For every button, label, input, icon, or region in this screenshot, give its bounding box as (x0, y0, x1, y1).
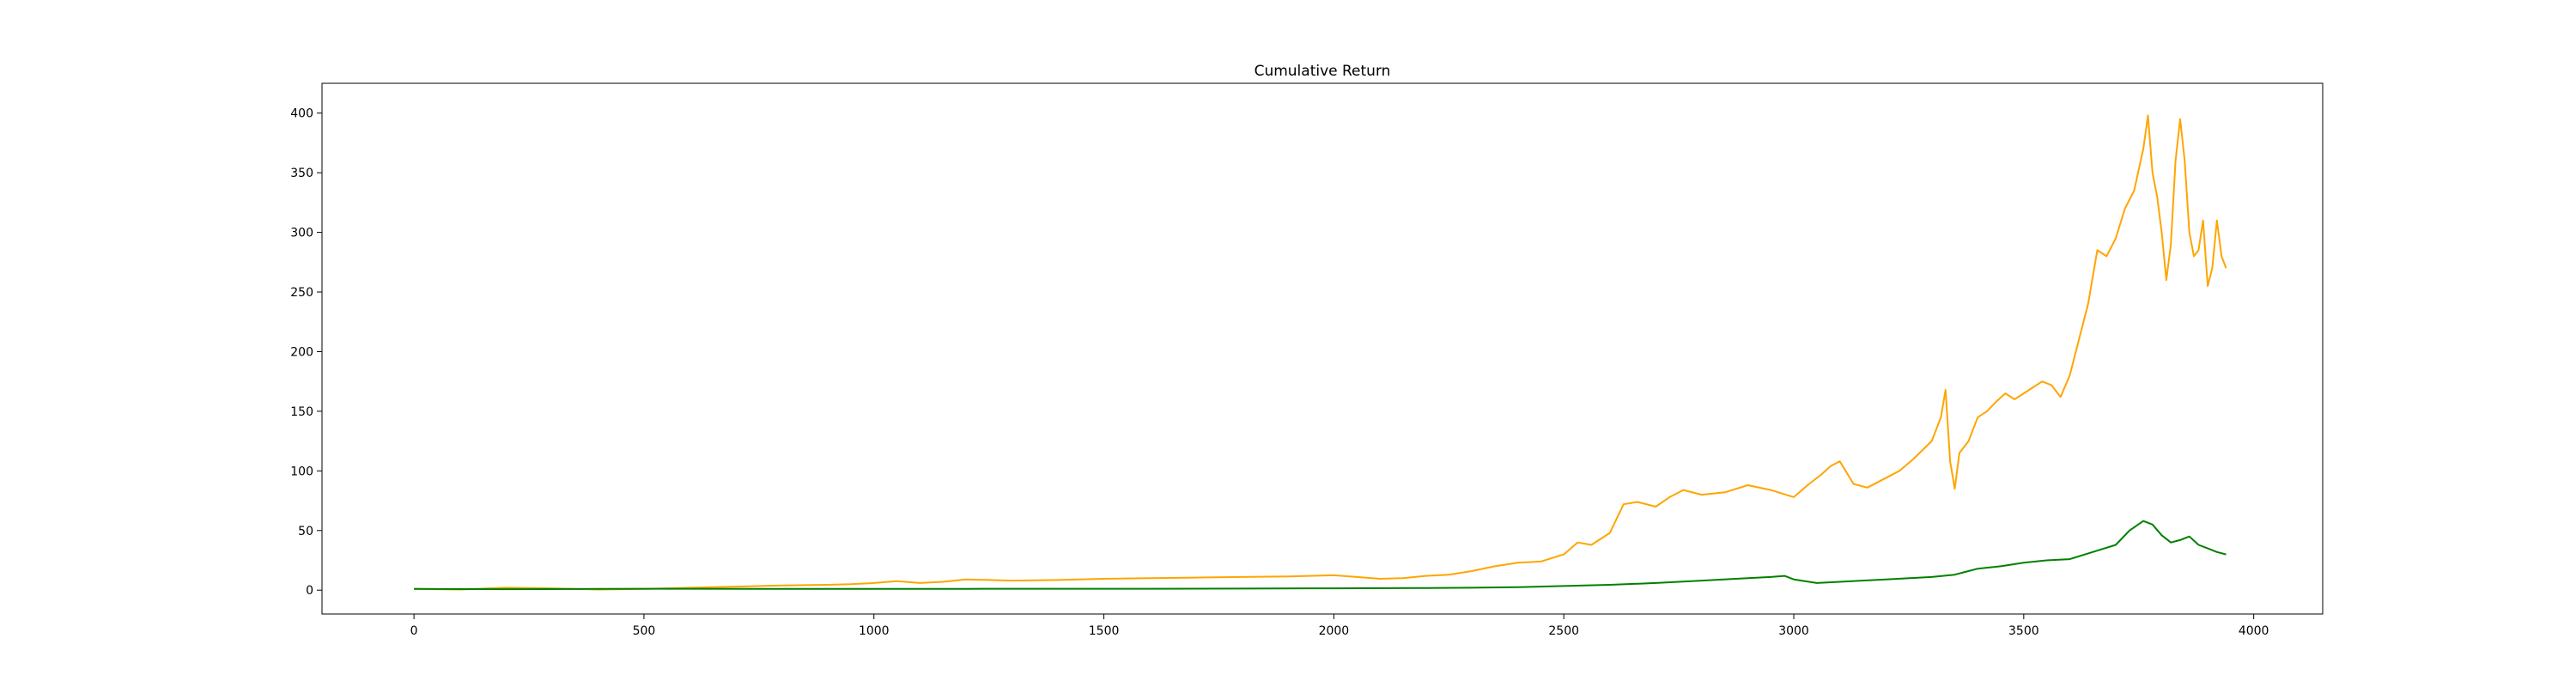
series-layer (414, 114, 2227, 591)
chart-title: Cumulative Return (1255, 63, 1391, 80)
x-tick-label: 1500 (1089, 624, 1120, 638)
x-tick-label: 3000 (1778, 624, 1809, 638)
y-tick-label: 0 (306, 584, 313, 598)
series-line-1 (414, 520, 2227, 591)
x-tick-label: 500 (633, 624, 656, 638)
y-tick-label: 150 (290, 405, 313, 419)
x-tick-label: 1000 (859, 624, 890, 638)
x-tick-label: 2500 (1548, 624, 1579, 638)
x-tick-label: 2000 (1319, 624, 1350, 638)
y-tick-label: 200 (290, 345, 313, 359)
y-tick-label: 300 (290, 227, 313, 240)
x-tick-label: 0 (410, 624, 418, 638)
x-tick-label: 3500 (2008, 624, 2039, 638)
y-tick-label: 400 (290, 107, 313, 121)
series-line-0 (414, 114, 2227, 591)
y-tick-label: 100 (290, 465, 313, 478)
plot-frame (321, 82, 2324, 615)
axis-layer: 0 500 1000 1500 2000 2500 3000 3500 4000 0 50 100 15… (290, 107, 2269, 638)
y-tick-label: 250 (290, 286, 313, 300)
y-tick-label: 50 (298, 525, 313, 538)
y-tick-label: 350 (290, 167, 313, 180)
x-tick-label: 4000 (2239, 624, 2269, 638)
